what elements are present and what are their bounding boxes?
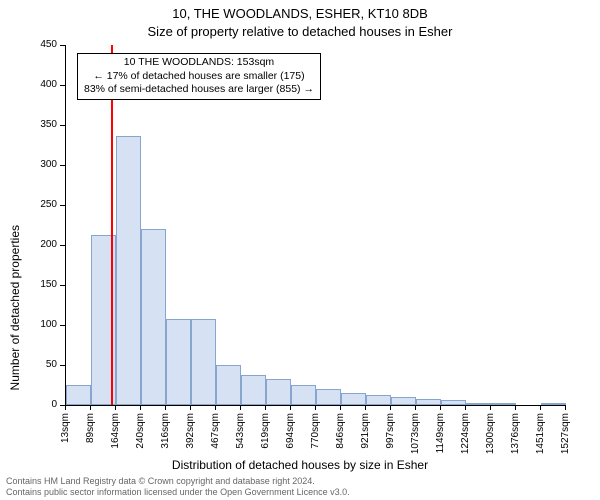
x-tick-label: 1300sqm bbox=[485, 413, 496, 454]
histogram-bar bbox=[116, 136, 141, 405]
histogram-bar bbox=[266, 379, 291, 405]
x-tick-label: 694sqm bbox=[285, 413, 296, 449]
y-tick-label: 350 bbox=[27, 119, 57, 130]
x-tick-label: 997sqm bbox=[385, 413, 396, 449]
x-tick-mark bbox=[315, 405, 316, 410]
x-tick-label: 921sqm bbox=[360, 413, 371, 449]
histogram-bar bbox=[141, 229, 166, 405]
histogram-bar bbox=[191, 319, 216, 405]
y-tick-label: 100 bbox=[27, 319, 57, 330]
x-tick-label: 164sqm bbox=[110, 413, 121, 449]
x-tick-mark bbox=[340, 405, 341, 410]
x-tick-mark bbox=[540, 405, 541, 410]
y-tick-mark bbox=[60, 365, 65, 366]
y-tick-label: 250 bbox=[27, 199, 57, 210]
x-tick-mark bbox=[140, 405, 141, 410]
y-tick-mark bbox=[60, 165, 65, 166]
x-tick-mark bbox=[365, 405, 366, 410]
annotation-line: 83% of semi-detached houses are larger (… bbox=[84, 83, 314, 97]
histogram-bar bbox=[466, 403, 491, 405]
x-tick-label: 846sqm bbox=[335, 413, 346, 449]
x-tick-label: 89sqm bbox=[85, 413, 96, 443]
y-tick-mark bbox=[60, 85, 65, 86]
footer-attribution: Contains HM Land Registry data © Crown c… bbox=[6, 476, 350, 498]
histogram-bar bbox=[391, 397, 416, 405]
x-tick-label: 316sqm bbox=[160, 413, 171, 449]
histogram-bar bbox=[166, 319, 191, 405]
x-tick-label: 1149sqm bbox=[435, 413, 446, 453]
histogram-bar bbox=[316, 389, 341, 405]
x-tick-mark bbox=[490, 405, 491, 410]
x-tick-label: 467sqm bbox=[210, 413, 221, 449]
y-tick-label: 450 bbox=[27, 39, 57, 50]
x-tick-mark bbox=[465, 405, 466, 410]
x-tick-mark bbox=[390, 405, 391, 410]
y-tick-mark bbox=[60, 45, 65, 46]
histogram-bar bbox=[291, 385, 316, 405]
x-tick-mark bbox=[440, 405, 441, 410]
x-tick-mark bbox=[265, 405, 266, 410]
y-tick-label: 150 bbox=[27, 279, 57, 290]
x-tick-label: 1527sqm bbox=[560, 413, 571, 454]
footer-line: Contains HM Land Registry data © Crown c… bbox=[6, 476, 350, 487]
y-tick-mark bbox=[60, 325, 65, 326]
x-tick-mark bbox=[415, 405, 416, 410]
histogram-bar bbox=[416, 399, 441, 405]
y-axis-label: Number of detached properties bbox=[8, 225, 22, 390]
annotation-line: 10 THE WOODLANDS: 153sqm bbox=[84, 56, 314, 70]
x-tick-label: 619sqm bbox=[260, 413, 271, 449]
y-tick-label: 0 bbox=[27, 399, 57, 410]
y-tick-mark bbox=[60, 285, 65, 286]
y-tick-mark bbox=[60, 245, 65, 246]
annotation-line: ← 17% of detached houses are smaller (17… bbox=[84, 70, 314, 84]
y-tick-mark bbox=[60, 205, 65, 206]
x-tick-mark bbox=[65, 405, 66, 410]
histogram-bar bbox=[216, 365, 241, 405]
x-tick-label: 240sqm bbox=[135, 413, 146, 449]
x-tick-label: 13sqm bbox=[60, 413, 71, 443]
x-tick-mark bbox=[115, 405, 116, 410]
x-tick-mark bbox=[240, 405, 241, 410]
x-axis-label: Distribution of detached houses by size … bbox=[0, 458, 600, 472]
x-tick-mark bbox=[90, 405, 91, 410]
histogram-bar bbox=[366, 395, 391, 405]
annotation-box: 10 THE WOODLANDS: 153sqm ← 17% of detach… bbox=[77, 53, 321, 100]
x-tick-label: 1376sqm bbox=[510, 413, 521, 454]
histogram-bar bbox=[241, 375, 266, 405]
x-tick-mark bbox=[290, 405, 291, 410]
x-tick-label: 770sqm bbox=[310, 413, 321, 449]
x-tick-mark bbox=[215, 405, 216, 410]
y-tick-label: 50 bbox=[27, 359, 57, 370]
y-tick-mark bbox=[60, 125, 65, 126]
x-tick-label: 543sqm bbox=[235, 413, 246, 449]
x-tick-label: 1451sqm bbox=[535, 413, 546, 454]
y-tick-label: 400 bbox=[27, 79, 57, 90]
y-tick-label: 300 bbox=[27, 159, 57, 170]
x-tick-mark bbox=[565, 405, 566, 410]
x-tick-mark bbox=[190, 405, 191, 410]
x-tick-mark bbox=[515, 405, 516, 410]
histogram-bar bbox=[341, 393, 366, 405]
histogram-bar bbox=[541, 403, 566, 405]
x-tick-label: 392sqm bbox=[185, 413, 196, 449]
x-tick-label: 1073sqm bbox=[410, 413, 421, 454]
chart-title-main: 10, THE WOODLANDS, ESHER, KT10 8DB bbox=[0, 6, 600, 21]
x-tick-mark bbox=[165, 405, 166, 410]
footer-line: Contains public sector information licen… bbox=[6, 487, 350, 498]
y-tick-label: 200 bbox=[27, 239, 57, 250]
histogram-bar bbox=[66, 385, 91, 405]
x-tick-label: 1224sqm bbox=[460, 413, 471, 454]
histogram-bar bbox=[441, 400, 466, 405]
chart-title-sub: Size of property relative to detached ho… bbox=[0, 24, 600, 39]
histogram-bar bbox=[491, 403, 516, 405]
